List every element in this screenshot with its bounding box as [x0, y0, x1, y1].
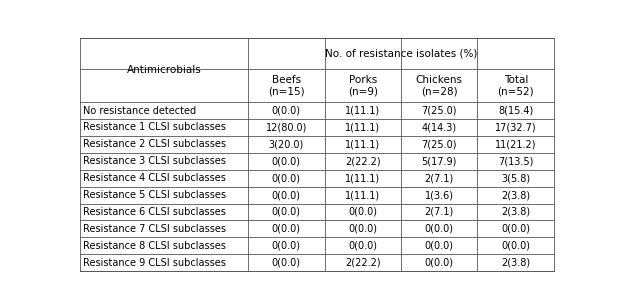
Text: 7(25.0): 7(25.0) [421, 106, 457, 115]
Text: 0(0.0): 0(0.0) [424, 258, 453, 268]
Text: 17(32.7): 17(32.7) [495, 122, 537, 132]
Text: 2(3.8): 2(3.8) [502, 207, 531, 217]
Text: 2(22.2): 2(22.2) [345, 156, 381, 166]
Text: 7(25.0): 7(25.0) [421, 139, 457, 149]
Text: 0(0.0): 0(0.0) [272, 156, 301, 166]
Text: 11(21.2): 11(21.2) [495, 139, 537, 149]
Text: No resistance detected: No resistance detected [83, 106, 196, 115]
Text: 1(11.1): 1(11.1) [345, 122, 380, 132]
Text: Chickens
(n=28): Chickens (n=28) [416, 75, 463, 96]
Text: 0(0.0): 0(0.0) [502, 241, 531, 251]
Text: Porks
(n=9): Porks (n=9) [348, 75, 378, 96]
Text: 8(15.4): 8(15.4) [499, 106, 534, 115]
Text: 0(0.0): 0(0.0) [272, 190, 301, 200]
Text: 0(0.0): 0(0.0) [424, 224, 453, 234]
Text: 2(7.1): 2(7.1) [424, 207, 454, 217]
Text: Antimicrobials: Antimicrobials [126, 65, 201, 75]
Text: Resistance 5 CLSI subclasses: Resistance 5 CLSI subclasses [83, 190, 226, 200]
Text: 1(11.1): 1(11.1) [345, 106, 380, 115]
Text: 0(0.0): 0(0.0) [348, 241, 377, 251]
Text: 2(3.8): 2(3.8) [502, 190, 531, 200]
Text: 2(22.2): 2(22.2) [345, 258, 381, 268]
Text: 0(0.0): 0(0.0) [272, 173, 301, 183]
Text: 1(3.6): 1(3.6) [424, 190, 453, 200]
Text: 12(80.0): 12(80.0) [265, 122, 307, 132]
Text: 0(0.0): 0(0.0) [272, 258, 301, 268]
Text: Resistance 6 CLSI subclasses: Resistance 6 CLSI subclasses [83, 207, 226, 217]
Text: Resistance 1 CLSI subclasses: Resistance 1 CLSI subclasses [83, 122, 226, 132]
Text: 1(11.1): 1(11.1) [345, 190, 380, 200]
Text: 0(0.0): 0(0.0) [348, 224, 377, 234]
Text: 1(11.1): 1(11.1) [345, 173, 380, 183]
Text: 3(5.8): 3(5.8) [502, 173, 531, 183]
Text: 4(14.3): 4(14.3) [421, 122, 457, 132]
Text: 0(0.0): 0(0.0) [348, 207, 377, 217]
Text: 0(0.0): 0(0.0) [272, 241, 301, 251]
Text: 0(0.0): 0(0.0) [272, 224, 301, 234]
Text: 0(0.0): 0(0.0) [424, 241, 453, 251]
Text: Resistance 8 CLSI subclasses: Resistance 8 CLSI subclasses [83, 241, 226, 251]
Text: Resistance 7 CLSI subclasses: Resistance 7 CLSI subclasses [83, 224, 226, 234]
Text: 1(11.1): 1(11.1) [345, 139, 380, 149]
Text: 7(13.5): 7(13.5) [498, 156, 534, 166]
Text: 0(0.0): 0(0.0) [502, 224, 531, 234]
Text: 5(17.9): 5(17.9) [421, 156, 457, 166]
Text: 0(0.0): 0(0.0) [272, 207, 301, 217]
Text: Resistance 2 CLSI subclasses: Resistance 2 CLSI subclasses [83, 139, 226, 149]
Text: 3(20.0): 3(20.0) [268, 139, 304, 149]
Text: 2(7.1): 2(7.1) [424, 173, 454, 183]
Text: 0(0.0): 0(0.0) [272, 106, 301, 115]
Text: Resistance 3 CLSI subclasses: Resistance 3 CLSI subclasses [83, 156, 226, 166]
Text: No. of resistance isolates (%): No. of resistance isolates (%) [325, 49, 478, 59]
Text: Resistance 4 CLSI subclasses: Resistance 4 CLSI subclasses [83, 173, 226, 183]
Text: Beefs
(n=15): Beefs (n=15) [268, 75, 305, 96]
Text: 2(3.8): 2(3.8) [502, 258, 531, 268]
Text: Total
(n=52): Total (n=52) [497, 75, 534, 96]
Text: Resistance 9 CLSI subclasses: Resistance 9 CLSI subclasses [83, 258, 226, 268]
